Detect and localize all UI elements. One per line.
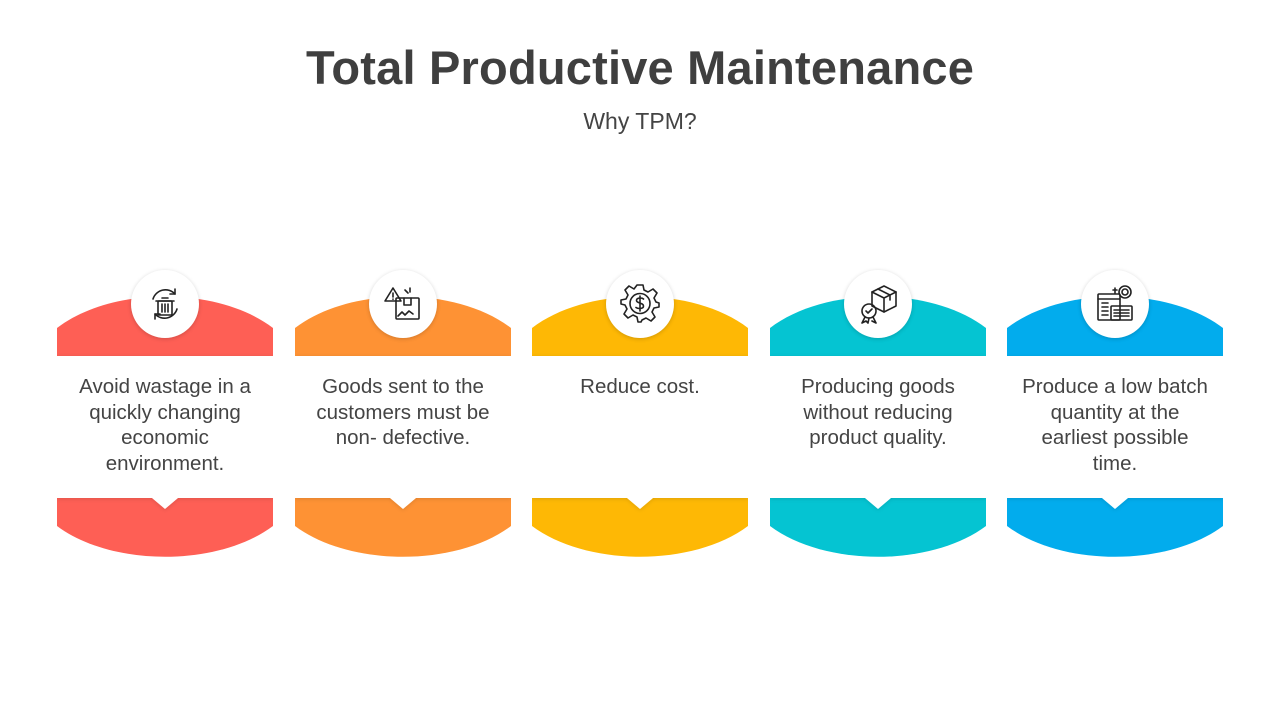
card-3-text: Reduce cost.	[580, 375, 700, 398]
quality-box-icon	[844, 270, 912, 338]
card-5-shape	[1007, 296, 1223, 557]
card-2-panel	[295, 356, 511, 509]
card-4: Producing goods without reducing product…	[770, 270, 986, 560]
card-1-shape	[57, 296, 273, 557]
card-3-bottom-cap	[532, 498, 748, 557]
card-5: Produce a low batch quantity at the earl…	[1007, 270, 1223, 560]
card-2: Goods sent to the customers must be non-…	[295, 270, 511, 560]
card-1: Avoid wastage in a quickly changing econ…	[57, 270, 273, 560]
card-4-shape	[770, 296, 986, 557]
card-1-text: Avoid wastage in a quickly changing econ…	[79, 375, 251, 475]
card-1-bottom-cap	[57, 498, 273, 557]
card-4-panel	[770, 356, 986, 509]
production-control-icon	[1081, 270, 1149, 338]
card-5-text: Produce a low batch quantity at the earl…	[1022, 375, 1208, 475]
card-2-text: Goods sent to the customers must be non-…	[316, 375, 490, 449]
card-4-text: Producing goods without reducing product…	[801, 375, 955, 449]
recycle-bin-icon	[131, 270, 199, 338]
dollar-gear-icon	[606, 270, 674, 338]
card-1-panel	[57, 356, 273, 509]
page-title: Total Productive Maintenance	[305, 41, 975, 94]
card-4-bottom-cap	[770, 498, 986, 557]
card-5-panel	[1007, 356, 1223, 509]
card-3-panel	[532, 356, 748, 509]
warning-package-icon	[369, 270, 437, 338]
card-2-bottom-cap	[295, 498, 511, 557]
page-subtitle: Why TPM?	[583, 108, 697, 134]
card-5-bottom-cap	[1007, 498, 1223, 557]
card-3: Reduce cost.	[532, 270, 748, 560]
